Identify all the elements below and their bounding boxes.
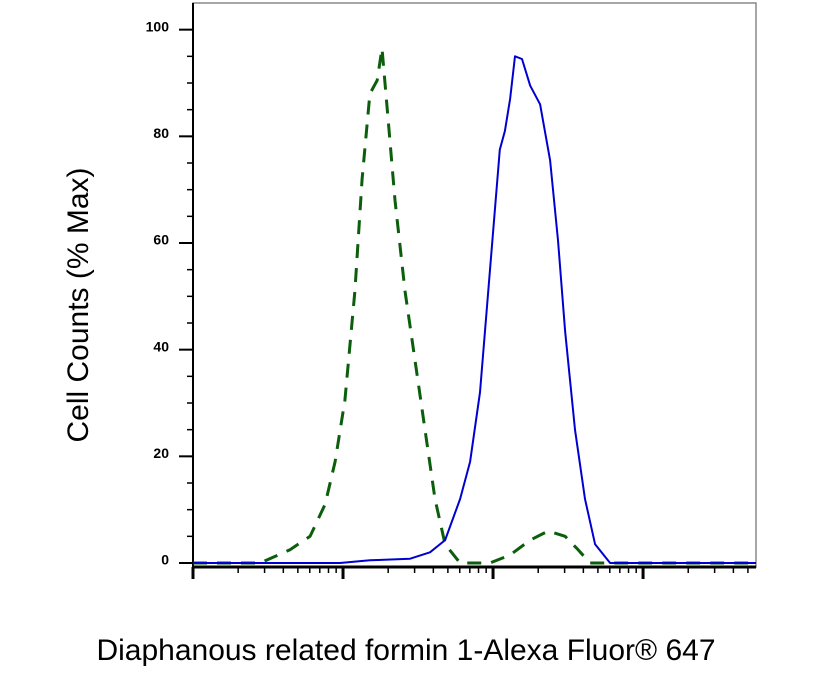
y-tick-label: 100 <box>146 18 170 34</box>
y-tick-label: 80 <box>153 125 169 141</box>
plot-frame <box>192 2 757 568</box>
y-axis-label: Cell Counts (% Max) <box>62 167 95 442</box>
y-tick-label: 20 <box>153 445 169 461</box>
data-line <box>193 55 756 564</box>
y-tick-label: 40 <box>153 338 169 354</box>
y-tick-label: 0 <box>161 552 169 568</box>
y-tick-label: 60 <box>153 232 169 248</box>
data-line <box>193 46 756 565</box>
x-axis-label: Diaphanous related formin 1-Alexa Fluor®… <box>96 634 715 667</box>
